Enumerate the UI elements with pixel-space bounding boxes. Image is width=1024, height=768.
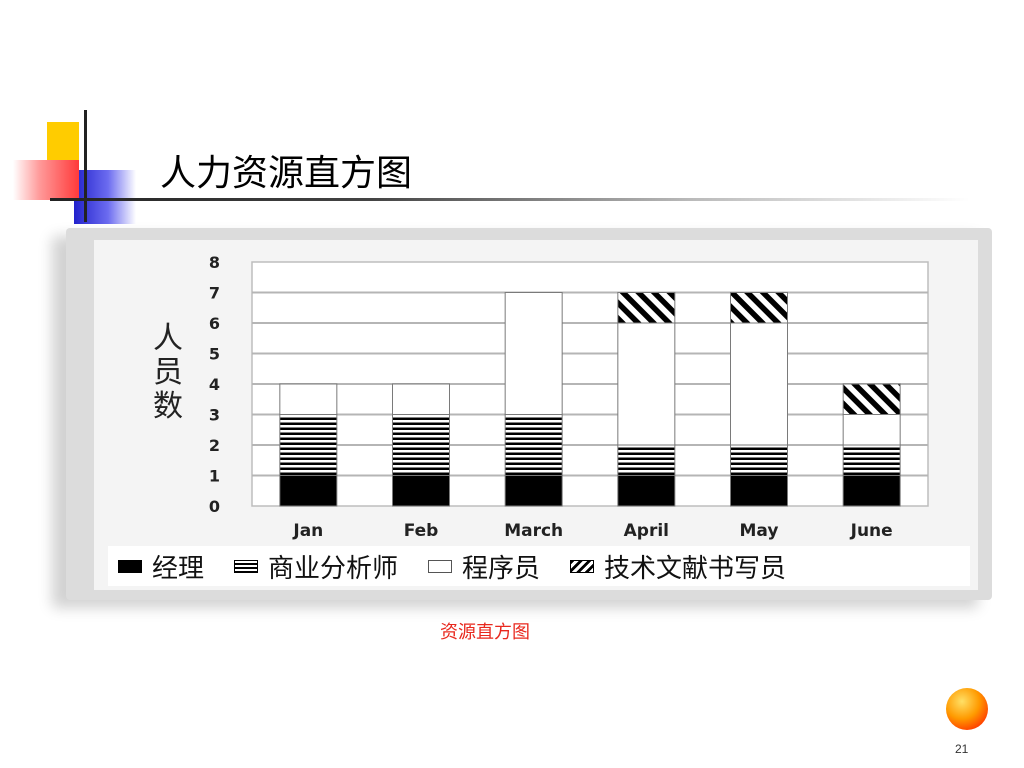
bar-april-series-1 <box>617 444 676 476</box>
legend-item-analyst: 商业分析师 <box>234 548 398 585</box>
x-tick-label-april: April <box>624 521 669 541</box>
bar-may-series-2 <box>730 322 788 446</box>
y-axis-label-char-2: 数 <box>153 389 183 424</box>
y-tick-label-6: 6 <box>209 314 220 333</box>
legend-label-writer: 技术文献书写员 <box>604 553 787 584</box>
bar-april-series-3 <box>617 292 676 324</box>
bar-feb-series-2 <box>392 383 450 415</box>
legend-swatch-manager <box>118 559 142 573</box>
bar-june-series-3 <box>842 383 901 415</box>
bar-june-series-0 <box>842 475 901 507</box>
bar-april-series-0 <box>617 475 676 507</box>
bar-march-series-0 <box>504 475 563 507</box>
legend-item-writer: 技术文献书写员 <box>570 548 786 585</box>
bar-june-series-2 <box>842 414 901 446</box>
bar-may-series-0 <box>730 475 788 507</box>
legend-item-programmer: 程序员 <box>428 548 540 585</box>
bar-may-series-1 <box>730 444 788 476</box>
y-tick-label-0: 0 <box>209 497 220 516</box>
bar-may-series-3 <box>730 292 788 324</box>
chart-legend: 经理 商业分析师 程序员 技术文献书写员 <box>108 546 970 586</box>
decor-orange-orb <box>946 688 988 730</box>
legend-label-programmer: 程序员 <box>462 553 541 584</box>
legend-item-manager: 经理 <box>118 548 204 585</box>
title-underline <box>50 198 970 201</box>
bar-march-series-2 <box>504 292 563 415</box>
decor-vertical-line <box>84 110 87 222</box>
slide-title: 人力资源直方图 <box>160 153 413 194</box>
y-tick-label-7: 7 <box>209 284 220 303</box>
x-tick-label-jan: Jan <box>292 521 323 541</box>
bar-jan-series-0 <box>279 475 338 507</box>
y-tick-label-1: 1 <box>209 467 220 486</box>
x-tick-label-june: June <box>850 521 893 541</box>
legend-swatch-analyst <box>234 559 259 573</box>
y-tick-label-3: 3 <box>209 406 220 425</box>
decor-red-square <box>13 160 79 200</box>
bar-feb-series-1 <box>392 414 450 476</box>
legend-label-manager: 经理 <box>152 553 205 584</box>
bar-jan-series-2 <box>279 383 338 415</box>
bar-april-series-2 <box>617 322 676 446</box>
bar-feb-series-0 <box>392 475 450 507</box>
legend-swatch-programmer <box>428 559 453 573</box>
y-tick-label-8: 8 <box>209 253 220 272</box>
y-tick-label-2: 2 <box>209 436 220 455</box>
y-axis-label-char-0: 人 <box>153 321 183 356</box>
x-tick-label-may: May <box>740 521 779 541</box>
y-tick-label-4: 4 <box>209 375 220 394</box>
bar-march-series-1 <box>504 414 563 476</box>
y-axis-label: 人员数 <box>148 322 188 424</box>
legend-label-analyst: 商业分析师 <box>268 553 399 584</box>
bar-june-series-1 <box>842 444 901 476</box>
bar-jan-series-1 <box>279 414 338 476</box>
y-axis-label-char-1: 员 <box>153 355 183 390</box>
x-tick-label-march: March <box>504 521 563 541</box>
figure-caption: 资源直方图 <box>440 622 530 643</box>
page-number: 21 <box>955 742 969 756</box>
x-tick-label-feb: Feb <box>404 521 439 541</box>
y-tick-label-5: 5 <box>209 345 220 364</box>
legend-swatch-writer <box>570 559 595 573</box>
